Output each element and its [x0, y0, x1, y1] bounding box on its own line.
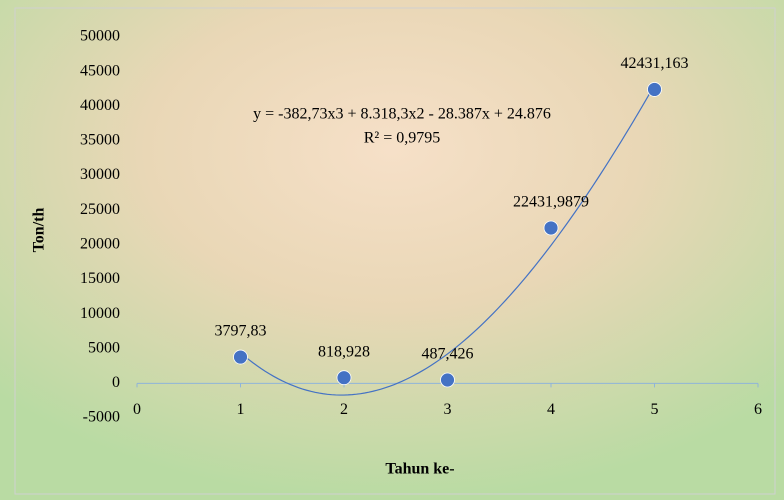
y-tick-label: 20000 — [80, 235, 120, 252]
data-label: 487,426 — [422, 346, 474, 363]
y-tick-label: 15000 — [80, 270, 120, 287]
x-tick-label: 1 — [237, 401, 245, 418]
y-tick-label: 30000 — [80, 166, 120, 183]
x-axis-title: Tahun ke- — [385, 461, 454, 478]
marker — [233, 349, 248, 365]
trendline-r2: R² = 0,9795 — [364, 130, 441, 147]
marker — [336, 370, 352, 386]
data-label: 42431,163 — [621, 55, 689, 72]
x-tick-label: 2 — [340, 401, 348, 418]
x-tick-label: 3 — [444, 401, 452, 418]
data-label: 22431,9879 — [513, 194, 589, 211]
trendline — [240, 84, 656, 396]
trendline-equation: y = -382,73x3 + 8.318,3x2 - 28.387x + 24… — [253, 106, 551, 123]
x-tick-label: 0 — [133, 401, 141, 418]
marker — [440, 372, 455, 388]
y-tick-label: -5000 — [83, 409, 120, 426]
y-tick-label: 45000 — [80, 62, 120, 79]
y-tick-label: 35000 — [80, 132, 120, 149]
y-axis-title: Ton/th — [31, 208, 48, 253]
data-label: 818,928 — [318, 343, 370, 360]
x-tick-label: 6 — [754, 401, 762, 418]
x-tick-label: 5 — [651, 401, 659, 418]
marker — [543, 220, 559, 236]
y-tick-label: 10000 — [80, 305, 120, 322]
y-tick-label: 25000 — [80, 201, 120, 218]
chart-border — [14, 7, 776, 495]
y-tick-label: 40000 — [80, 97, 120, 114]
y-tick-label: 50000 — [80, 28, 120, 45]
data-label: 3797,83 — [215, 323, 267, 340]
x-tick-label: 4 — [547, 401, 555, 418]
y-tick-label: 5000 — [88, 339, 120, 356]
y-tick-label: 0 — [112, 374, 120, 391]
marker — [647, 82, 662, 97]
